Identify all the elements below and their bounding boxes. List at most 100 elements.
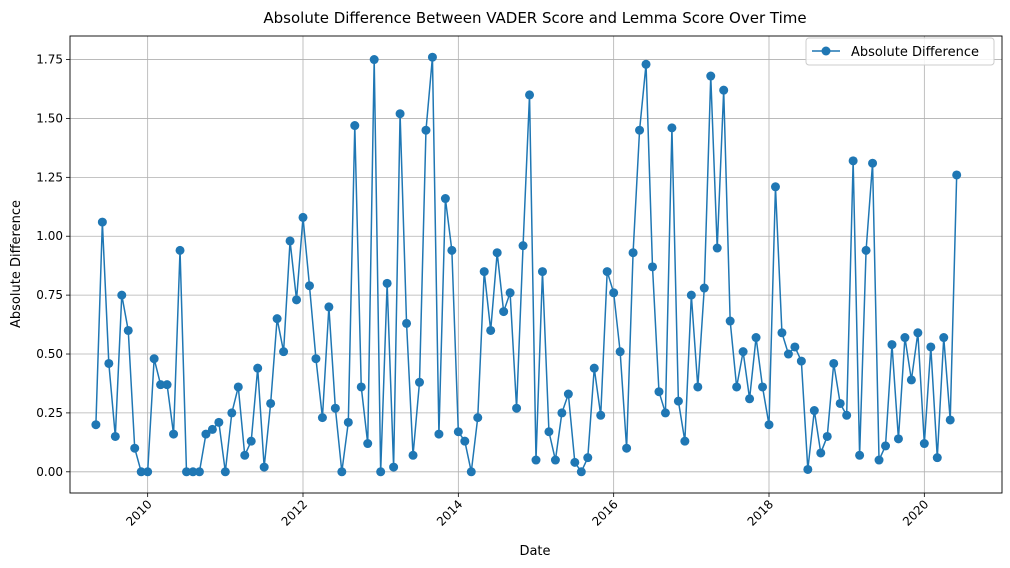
data-point [324, 302, 334, 312]
data-point [382, 278, 392, 288]
x-tick-label: 2020 [900, 497, 931, 528]
data-point [156, 380, 166, 390]
data-point [628, 248, 638, 258]
data-point [537, 267, 547, 277]
data-point [110, 431, 120, 441]
data-point [913, 328, 923, 338]
data-point [544, 427, 554, 437]
data-point [557, 408, 567, 418]
plot-border [69, 35, 1003, 494]
data-point [622, 443, 632, 453]
data-point [531, 455, 541, 465]
data-point [900, 333, 910, 343]
data-point [447, 245, 457, 255]
data-point [304, 281, 314, 291]
data-point [440, 194, 450, 204]
data-point [395, 109, 405, 119]
data-point [881, 441, 890, 451]
data-point [570, 457, 580, 467]
legend-box [805, 37, 995, 66]
data-point [868, 158, 878, 168]
data-point [589, 363, 599, 373]
y-tick-label: 0.75 [36, 288, 63, 302]
data-point [240, 450, 250, 460]
data-point [648, 262, 657, 272]
data-point [505, 288, 515, 298]
y-tick-label: 0.25 [36, 406, 63, 420]
data-point [952, 170, 962, 180]
x-tick-label: 2018 [745, 497, 776, 528]
data-point [764, 420, 774, 430]
data-point [699, 283, 709, 293]
data-point [712, 243, 722, 253]
data-point [169, 429, 179, 439]
data-point [926, 342, 936, 352]
data-point [369, 55, 379, 65]
data-point [311, 354, 321, 364]
data-point [479, 267, 489, 277]
data-point [596, 410, 606, 420]
data-point [207, 424, 217, 434]
data-point [104, 358, 114, 368]
data-point [246, 436, 256, 446]
data-point [91, 420, 101, 430]
data-point [143, 467, 153, 477]
data-point [939, 333, 949, 343]
data-point [641, 59, 651, 69]
data-point [376, 467, 386, 477]
data-point [214, 417, 224, 427]
plot-frame [69, 35, 1003, 494]
data-point [117, 290, 127, 300]
data-point [693, 382, 703, 392]
data-point [317, 413, 327, 423]
y-axis-label: Absolute Difference [9, 200, 24, 328]
data-point [402, 318, 412, 328]
data-point [932, 453, 942, 463]
data-point [861, 245, 871, 255]
data-point [945, 415, 955, 425]
data-point [667, 123, 677, 133]
data-point [790, 342, 800, 352]
data-point [751, 333, 761, 343]
series-layer [91, 52, 962, 477]
data-point [615, 347, 625, 357]
data-point [887, 340, 897, 350]
data-point [855, 450, 865, 460]
data-point [175, 245, 185, 255]
data-point [777, 328, 787, 338]
data-point [758, 382, 768, 392]
data-point [822, 431, 832, 441]
y-tick-label: 1.00 [36, 229, 63, 243]
data-point [350, 121, 360, 131]
data-point [259, 462, 269, 472]
data-point [842, 410, 852, 420]
data-point [363, 439, 373, 449]
data-point [809, 406, 819, 416]
data-point [525, 90, 535, 100]
data-point [298, 212, 308, 222]
data-point [745, 394, 755, 404]
data-point [453, 427, 463, 437]
data-point [194, 467, 204, 477]
data-point [492, 248, 502, 258]
data-point [602, 267, 612, 277]
data-point [227, 408, 237, 418]
data-point [201, 429, 211, 439]
data-point [272, 314, 282, 324]
y-tick-label: 1.50 [36, 111, 63, 125]
data-point [738, 347, 748, 357]
data-point [408, 450, 418, 460]
data-point [421, 125, 431, 135]
data-point [893, 434, 903, 444]
data-point [512, 403, 522, 413]
series-line [95, 56, 958, 473]
data-point [434, 429, 444, 439]
legend-label: Absolute Difference [851, 45, 979, 60]
data-point [220, 467, 230, 477]
data-point [253, 363, 263, 373]
data-point [550, 455, 560, 465]
data-point [343, 417, 353, 427]
data-point [356, 382, 366, 392]
data-point [473, 413, 483, 423]
data-point [816, 448, 826, 458]
